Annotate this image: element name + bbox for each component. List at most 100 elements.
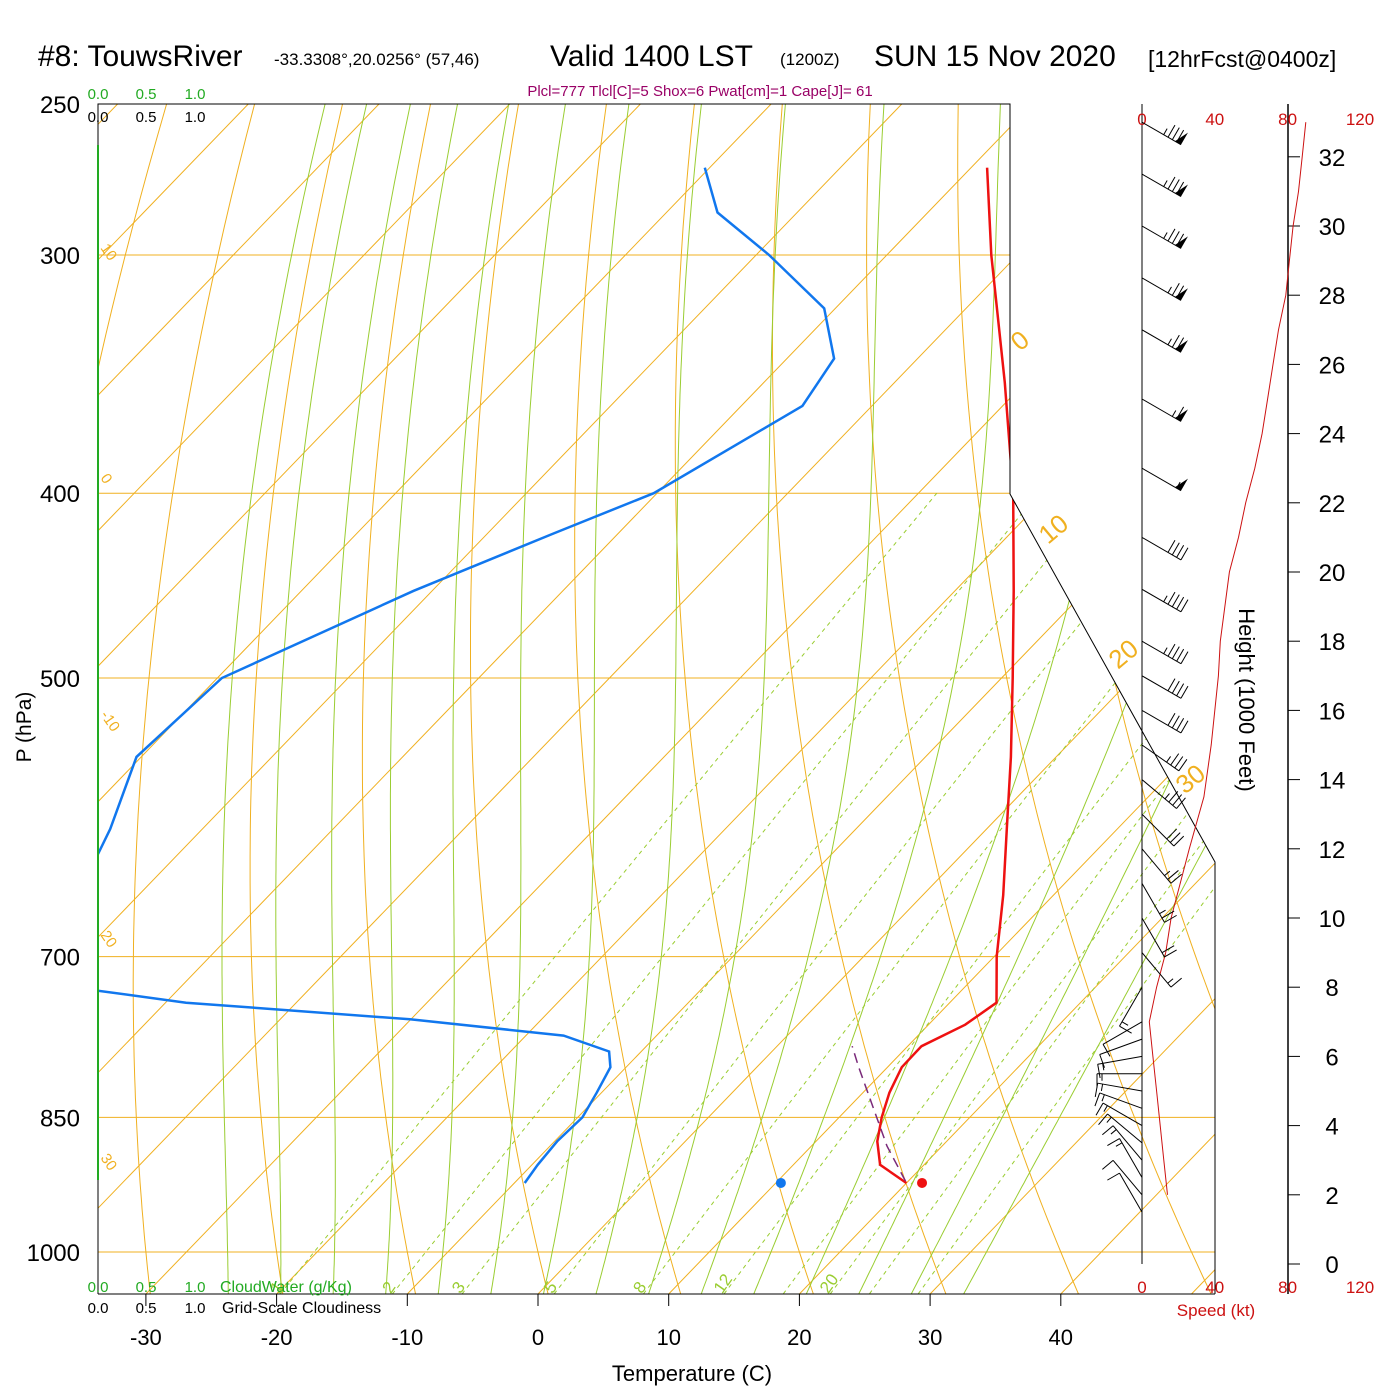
barb-half-feather: [1163, 180, 1168, 187]
barb-feather: [1169, 832, 1181, 843]
x-tick-label: -10: [391, 1325, 423, 1350]
pressure-label: 1000: [27, 1240, 80, 1267]
station-title: #8: TouwsRiver: [38, 40, 243, 73]
isotherm-line: [799, 104, 1215, 1294]
isotherm-label: 20: [1103, 633, 1144, 675]
barb-feather: [1178, 759, 1188, 772]
mixing-ratio-line: [825, 492, 1215, 1294]
wind-barb: [1141, 709, 1189, 734]
barb-feather: [1164, 914, 1177, 923]
barb-feather: [1176, 285, 1185, 299]
barb-staff: [1141, 848, 1172, 884]
barb-staff: [1099, 1038, 1143, 1055]
barb-staff: [1097, 1055, 1143, 1065]
pressure-label: 700: [40, 945, 80, 972]
barb-staff: [1141, 952, 1172, 988]
dry-adiabat-label: 0: [97, 471, 116, 488]
dry-adiabat: [249, 104, 351, 1294]
barb-feather: [1174, 756, 1184, 769]
barb-feather: [1170, 753, 1180, 766]
height-tick-label: 4: [1325, 1114, 1338, 1141]
barb-half-feather: [1164, 870, 1171, 876]
barb-feather: [1176, 545, 1185, 558]
wind-barb: [1141, 848, 1182, 884]
barb-staff: [1141, 329, 1182, 353]
plot-border: [97, 103, 1216, 1294]
barb-staff: [1141, 883, 1165, 923]
barb-feather: [1180, 547, 1189, 561]
barb-feather: [1176, 233, 1185, 247]
wind-barb: [1119, 986, 1143, 1034]
cloudwater-scale-label-top: 0.5: [136, 86, 157, 103]
barb-feather: [1180, 720, 1189, 734]
barb-feather: [1171, 715, 1180, 729]
x-tick-label: 30: [918, 1325, 942, 1350]
dry-adiabat: [1394, 70, 1400, 1300]
cloudwater-scale-label-bottom: 1.0: [185, 1279, 206, 1296]
surface-dewpoint-dot: [775, 1177, 786, 1188]
barb-feather: [1171, 127, 1180, 140]
barb-half-feather: [1101, 1094, 1105, 1102]
barb-feather: [1171, 594, 1180, 608]
barb-half-feather: [1166, 756, 1171, 763]
barb-half-feather: [1159, 909, 1166, 915]
mixing-ratio-label: 12: [710, 1270, 736, 1296]
dry-adiabat: [574, 104, 684, 1294]
valid-date: SUN 15 Nov 2020: [874, 40, 1116, 73]
moist-adiabat: [750, 104, 1003, 1294]
height-tick-label: 26: [1319, 352, 1346, 379]
barb-feather: [1171, 542, 1180, 556]
barb-feather: [1102, 1044, 1111, 1057]
barb-feather: [1170, 977, 1182, 988]
dry-adiabat-label: 20: [97, 928, 120, 951]
moist-adiabat: [275, 104, 375, 1294]
pressure-label: 250: [40, 92, 80, 119]
barb-feather: [1161, 945, 1175, 954]
barb-half-feather: [1121, 1021, 1129, 1026]
height-tick-label: 0: [1325, 1252, 1338, 1279]
barb-feather: [1102, 1159, 1114, 1170]
barb-feather: [1107, 1172, 1120, 1181]
speed-tick-label-top: 40: [1205, 110, 1224, 129]
cloudiness-scale-label-bottom: 1.0: [185, 1300, 206, 1317]
barb-feather: [1176, 648, 1185, 662]
wind-barb: [1102, 1021, 1143, 1057]
isotherm-line: [1191, 104, 1215, 1294]
isotherm-line: [406, 104, 1215, 1294]
barb-feather: [1167, 540, 1176, 553]
barb-feather: [1167, 591, 1176, 605]
barb-flag: [1174, 184, 1188, 197]
barb-half-feather: [1167, 338, 1172, 346]
mixing-ratio-label: 20: [816, 1270, 842, 1296]
barb-feather: [1119, 1025, 1132, 1034]
dry-adiabat: [866, 104, 1082, 1294]
chart-header: #8: TouwsRiver -33.3308°,20.0256° (57,46…: [0, 0, 1400, 110]
barb-flag: [1174, 288, 1188, 301]
cloudiness-scale-label-top: 0.5: [136, 109, 157, 126]
barb-feather: [1167, 228, 1176, 242]
wind-barb: [1097, 1055, 1143, 1079]
wind-barb: [1095, 1102, 1143, 1127]
barb-flag: [1174, 132, 1188, 145]
barb-staff: [1099, 1092, 1143, 1109]
station-coords: -33.3308°,20.0256° (57,46): [274, 50, 480, 69]
dry-adiabat-label: 30: [97, 1151, 120, 1174]
barb-feather: [1176, 337, 1185, 351]
speed-tick-label-bottom: 120: [1346, 1278, 1374, 1297]
isotherm-line: [929, 104, 1215, 1294]
cloudiness-scale-label-bottom: 0.5: [136, 1300, 157, 1317]
barb-half-feather: [1103, 1105, 1108, 1112]
wind-barb: [1141, 952, 1182, 988]
barb-feather: [1099, 1054, 1105, 1068]
zulu-time: (1200Z): [780, 50, 840, 69]
barb-staff: [1141, 675, 1182, 699]
dry-adiabat-label: -10: [97, 708, 123, 736]
barb-feather: [1171, 680, 1180, 694]
moist-adiabat: [331, 104, 419, 1294]
barb-half-feather: [1171, 410, 1177, 417]
barb-feather: [1094, 1092, 1101, 1107]
height-tick-label: 30: [1319, 214, 1346, 241]
isotherm-line: [668, 104, 1215, 1294]
isotherm-line: [98, 104, 641, 1294]
